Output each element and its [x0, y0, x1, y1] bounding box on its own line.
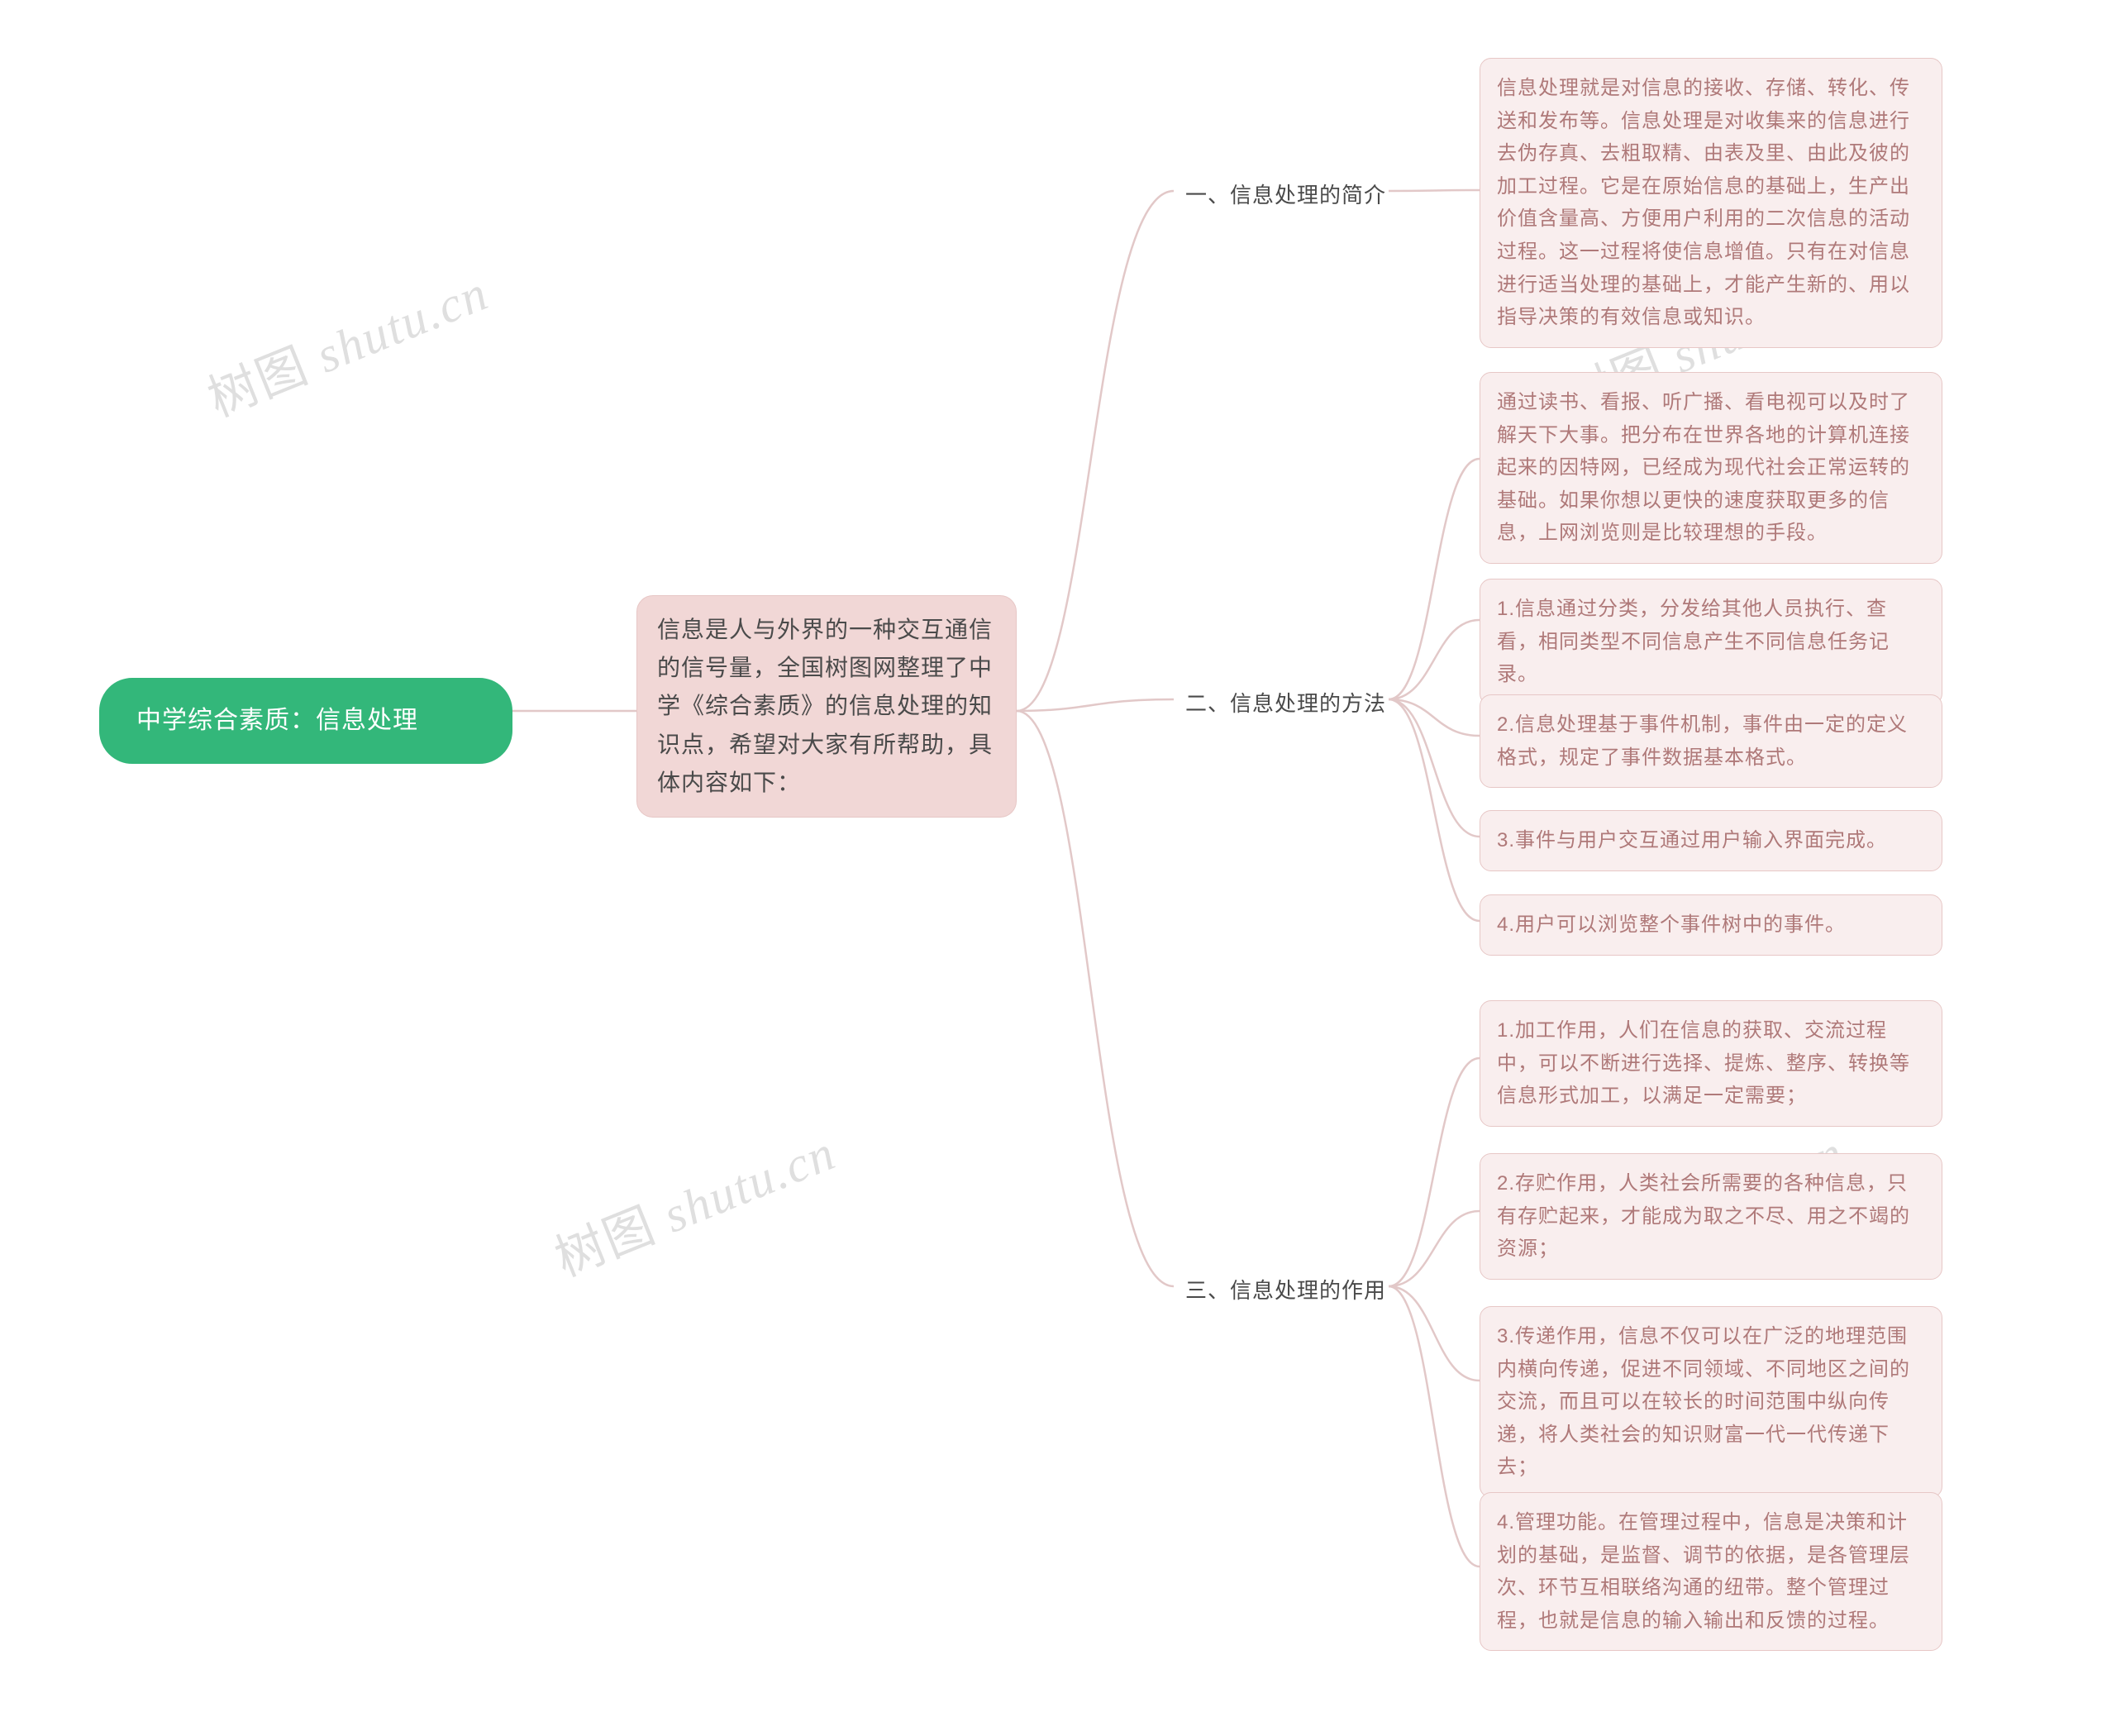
mindmap-canvas: 树图 shutu.cn 树图 shutu.cn 树图 shutu.cn 树图 s… — [0, 0, 2116, 1736]
leaf-text: 3.传递作用，信息不仅可以在广泛的地理范围内横向传递，促进不同领域、不同地区之间… — [1497, 1325, 1910, 1478]
root-node[interactable]: 中学综合素质：信息处理 — [99, 678, 512, 764]
watermark: 树图 shutu.cn — [543, 1113, 845, 1290]
leaf-text: 1.加工作用，人们在信息的获取、交流过程中，可以不断进行选择、提炼、整序、转换等… — [1497, 1019, 1910, 1107]
leaf-2-4[interactable]: 3.事件与用户交互通过用户输入界面完成。 — [1480, 810, 1942, 871]
leaf-2-5[interactable]: 4.用户可以浏览整个事件树中的事件。 — [1480, 894, 1942, 956]
leaf-2-3[interactable]: 2.信息处理基于事件机制，事件由一定的定义格式，规定了事件数据基本格式。 — [1480, 694, 1942, 788]
leaf-1-1[interactable]: 信息处理就是对信息的接收、存储、转化、传送和发布等。信息处理是对收集来的信息进行… — [1480, 58, 1942, 348]
branch-title-1[interactable]: 一、信息处理的简介 — [1174, 169, 1398, 222]
leaf-text: 1.信息通过分类，分发给其他人员执行、查看，相同类型不同信息产生不同信息任务记录… — [1497, 598, 1890, 685]
leaf-text: 2.存贮作用，人类社会所需要的各种信息，只有存贮起来，才能成为取之不尽、用之不竭… — [1497, 1172, 1910, 1260]
leaf-3-4[interactable]: 4.管理功能。在管理过程中，信息是决策和计划的基础，是监督、调节的依据，是各管理… — [1480, 1492, 1942, 1651]
watermark: 树图 shutu.cn — [196, 253, 498, 431]
branch1-label: 一、信息处理的简介 — [1185, 183, 1386, 207]
branch-title-3[interactable]: 三、信息处理的作用 — [1174, 1265, 1398, 1317]
leaf-text: 信息处理就是对信息的接收、存储、转化、传送和发布等。信息处理是对收集来的信息进行… — [1497, 77, 1910, 328]
branch3-label: 三、信息处理的作用 — [1185, 1278, 1386, 1303]
leaf-2-2[interactable]: 1.信息通过分类，分发给其他人员执行、查看，相同类型不同信息产生不同信息任务记录… — [1480, 579, 1942, 705]
branch2-label: 二、信息处理的方法 — [1185, 691, 1386, 716]
leaf-text: 4.用户可以浏览整个事件树中的事件。 — [1497, 913, 1846, 936]
leaf-text: 2.信息处理基于事件机制，事件由一定的定义格式，规定了事件数据基本格式。 — [1497, 713, 1908, 769]
leaf-3-2[interactable]: 2.存贮作用，人类社会所需要的各种信息，只有存贮起来，才能成为取之不尽、用之不竭… — [1480, 1153, 1942, 1280]
leaf-text: 通过读书、看报、听广播、看电视可以及时了解天下大事。把分布在世界各地的计算机连接… — [1497, 391, 1910, 544]
leaf-2-1[interactable]: 通过读书、看报、听广播、看电视可以及时了解天下大事。把分布在世界各地的计算机连接… — [1480, 372, 1942, 564]
branch-title-2[interactable]: 二、信息处理的方法 — [1174, 678, 1398, 730]
leaf-text: 3.事件与用户交互通过用户输入界面完成。 — [1497, 829, 1887, 851]
leaf-text: 4.管理功能。在管理过程中，信息是决策和计划的基础，是监督、调节的依据，是各管理… — [1497, 1511, 1910, 1632]
root-label: 中学综合素质：信息处理 — [136, 707, 418, 734]
intro-text: 信息是人与外界的一种交互通信的信号量，全国树图网整理了中学《综合素质》的信息处理… — [657, 617, 993, 795]
leaf-3-1[interactable]: 1.加工作用，人们在信息的获取、交流过程中，可以不断进行选择、提炼、整序、转换等… — [1480, 1000, 1942, 1127]
leaf-3-3[interactable]: 3.传递作用，信息不仅可以在广泛的地理范围内横向传递，促进不同领域、不同地区之间… — [1480, 1306, 1942, 1498]
intro-node[interactable]: 信息是人与外界的一种交互通信的信号量，全国树图网整理了中学《综合素质》的信息处理… — [636, 595, 1017, 818]
